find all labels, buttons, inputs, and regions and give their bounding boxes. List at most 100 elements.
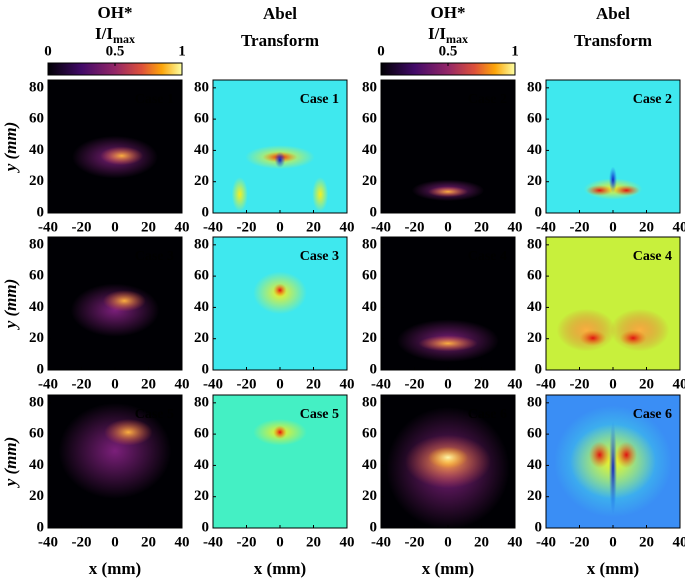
y-tick-label: 40 [362, 142, 377, 158]
image [381, 395, 515, 528]
intensity-region [100, 146, 144, 166]
y-tick-label: 40 [527, 299, 542, 315]
colorbar-title: OH* [98, 3, 133, 22]
panel: -40 -20 0 20 40 0 20 40 60 80 Case 4 [362, 236, 523, 392]
y-tick-label: 0 [202, 519, 210, 535]
x-tick-label: -40 [371, 534, 391, 550]
y-tick-label: 20 [194, 173, 209, 189]
column-title: Abel [596, 4, 630, 23]
case-label: Case 4 [468, 249, 507, 264]
y-tick-label: 20 [527, 173, 542, 189]
x-tick-label: 40 [175, 376, 190, 392]
x-tick-label: 0 [609, 534, 617, 550]
intensity-region [556, 308, 616, 352]
y-tick-label: 40 [194, 299, 209, 315]
case-label: Case 4 [633, 249, 672, 264]
colorbar-subtitle: I/Imax [95, 24, 135, 46]
panel: -40 -20 0 20 40 0 20 40 60 80 Case 5 y (mm) x (mm) [1, 394, 190, 578]
y-tick-label: 20 [194, 488, 209, 504]
y-tick-label: 80 [362, 394, 377, 410]
panel: -40 -20 0 20 40 0 20 40 60 80 Case 4 [527, 236, 685, 392]
x-tick-label: -20 [405, 219, 425, 235]
intensity-region [273, 425, 287, 439]
x-axis-label: x (mm) [587, 559, 639, 578]
panel: -40 -20 0 20 40 0 20 40 60 80 Case 3 [194, 236, 355, 392]
panel: -40 -20 0 20 40 0 20 40 60 80 Case 1 y (mm) [1, 79, 190, 235]
colorbar-tick-label: 1 [178, 43, 186, 59]
x-tick-label: 0 [444, 219, 452, 235]
y-tick-label: 80 [194, 236, 209, 252]
x-tick-label: 20 [474, 376, 489, 392]
panel: -40 -20 0 20 40 0 20 40 60 80 Case 6 x (mm) [362, 394, 523, 578]
x-tick-label: 20 [639, 376, 654, 392]
image [381, 80, 515, 213]
x-tick-label: 20 [306, 534, 321, 550]
intensity-region [613, 185, 640, 196]
x-tick-label: 20 [639, 534, 654, 550]
y-tick-label: 0 [370, 361, 378, 377]
x-tick-label: 20 [474, 534, 489, 550]
intensity-region [608, 166, 618, 194]
case-label: Case 6 [468, 407, 507, 422]
y-tick-label: 0 [37, 204, 45, 220]
y-tick-label: 20 [362, 488, 377, 504]
column-title: Transform [574, 31, 652, 50]
case-label: Case 2 [633, 92, 672, 107]
x-tick-label: 0 [111, 219, 119, 235]
image [546, 237, 680, 370]
y-tick-label: 60 [29, 426, 44, 442]
y-tick-label: 0 [37, 519, 45, 535]
y-tick-label: 40 [362, 457, 377, 473]
x-tick-label: -40 [38, 219, 58, 235]
x-tick-label: -40 [536, 376, 556, 392]
y-tick-label: 20 [29, 488, 44, 504]
intensity-region [102, 290, 146, 312]
x-tick-label: 0 [276, 219, 284, 235]
x-tick-label: -40 [371, 219, 391, 235]
case-label: Case 5 [300, 407, 339, 422]
x-tick-label: 20 [474, 219, 489, 235]
y-tick-label: 80 [194, 79, 209, 95]
y-tick-label: 80 [29, 79, 44, 95]
x-tick-label: -40 [536, 219, 556, 235]
x-tick-label: 20 [141, 219, 156, 235]
y-tick-label: 60 [29, 268, 44, 284]
y-tick-label: 80 [194, 394, 209, 410]
x-tick-label: 0 [111, 376, 119, 392]
y-tick-label: 40 [29, 142, 44, 158]
intensity-region [312, 177, 329, 212]
x-tick-label: 40 [340, 376, 355, 392]
x-tick-label: 40 [673, 219, 685, 235]
colorbar: 0 0.5 1 OH* I/Imax [377, 3, 519, 76]
case-label: Case 3 [135, 249, 174, 264]
image [48, 80, 182, 213]
y-tick-label: 0 [535, 519, 543, 535]
x-tick-label: -40 [203, 376, 223, 392]
x-tick-label: 40 [673, 376, 685, 392]
y-tick-label: 80 [362, 79, 377, 95]
x-tick-label: 40 [508, 376, 523, 392]
colorbar-tick-label: 0 [44, 43, 52, 59]
x-tick-label: -20 [570, 219, 590, 235]
y-tick-label: 20 [362, 330, 377, 346]
intensity-region [610, 308, 670, 352]
y-tick-label: 0 [202, 361, 210, 377]
x-tick-label: 0 [609, 219, 617, 235]
x-tick-label: -20 [72, 534, 92, 550]
intensity-region [427, 186, 469, 198]
subtitle-subscript: max [113, 32, 135, 46]
y-tick-label: 40 [29, 457, 44, 473]
y-tick-label: 20 [29, 173, 44, 189]
x-tick-label: -20 [570, 376, 590, 392]
y-tick-label: 40 [527, 457, 542, 473]
x-tick-label: -20 [72, 219, 92, 235]
y-tick-label: 0 [370, 519, 378, 535]
x-tick-label: -40 [536, 534, 556, 550]
case-label: Case 2 [468, 92, 507, 107]
x-tick-label: 40 [340, 219, 355, 235]
colorbar-subtitle: I/Imax [428, 24, 468, 46]
y-tick-label: 20 [194, 330, 209, 346]
y-tick-label: 60 [194, 111, 209, 127]
y-tick-label: 60 [527, 268, 542, 284]
